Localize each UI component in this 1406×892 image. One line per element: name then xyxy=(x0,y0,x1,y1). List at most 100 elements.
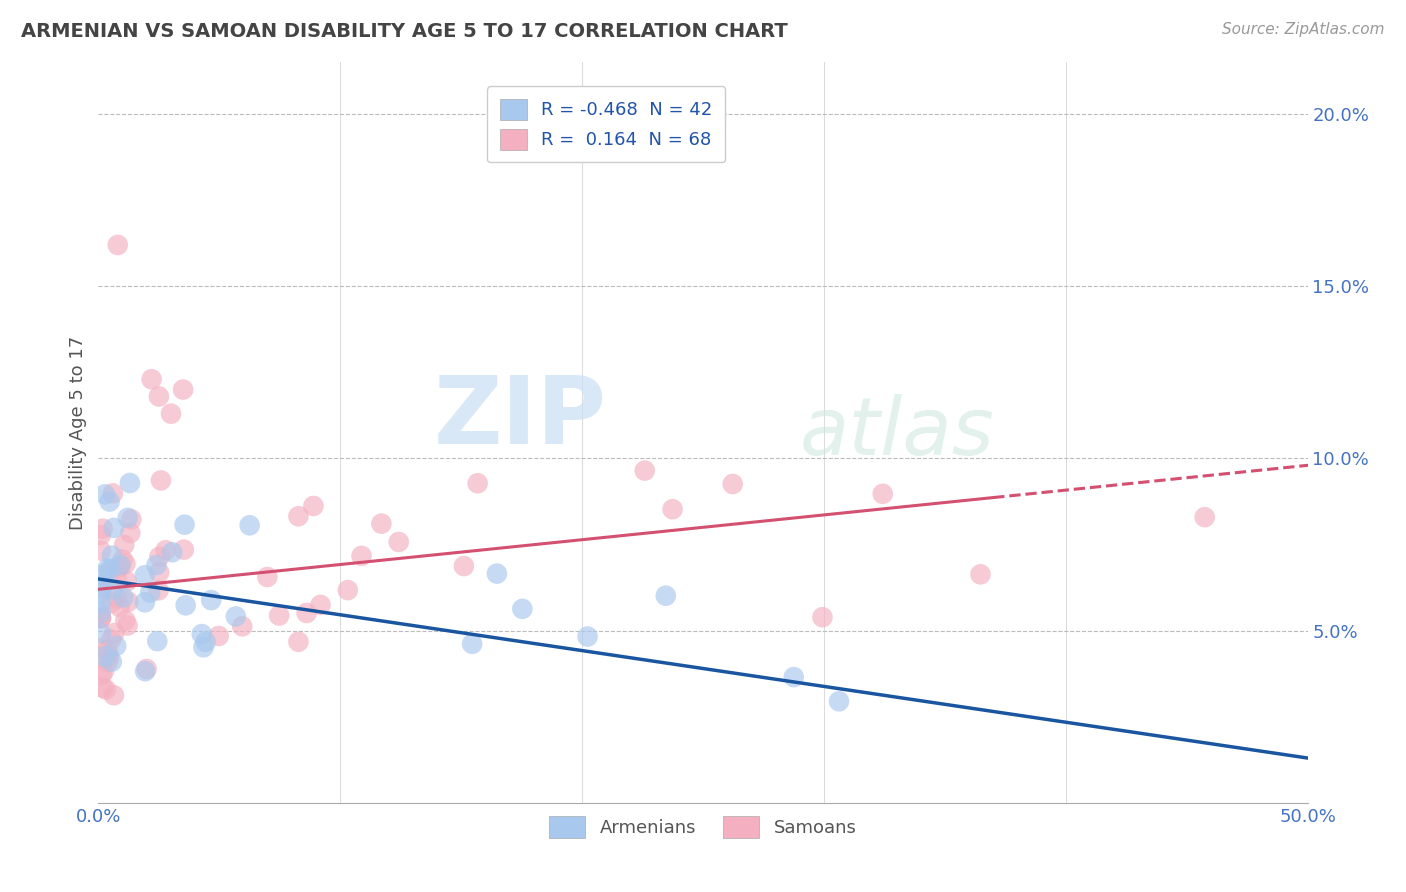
Point xyxy=(93,649,115,664)
Point xyxy=(174,599,197,613)
Point xyxy=(239,518,262,533)
Point xyxy=(117,595,139,609)
Point xyxy=(103,521,125,535)
Point xyxy=(90,611,112,625)
Point xyxy=(194,635,217,649)
Point xyxy=(467,476,489,491)
Point xyxy=(108,600,131,615)
Point xyxy=(160,407,183,421)
Point xyxy=(191,627,214,641)
Point xyxy=(256,570,278,584)
Point xyxy=(90,626,112,640)
Point xyxy=(287,634,309,648)
Point xyxy=(98,562,121,576)
Point xyxy=(872,487,894,501)
Point xyxy=(148,549,170,564)
Point xyxy=(134,595,156,609)
Point xyxy=(98,566,121,580)
Point xyxy=(105,569,128,583)
Point xyxy=(112,538,135,552)
Point xyxy=(93,665,115,679)
Point xyxy=(120,526,142,541)
Point xyxy=(370,516,392,531)
Point xyxy=(148,566,170,580)
Point xyxy=(655,589,678,603)
Point xyxy=(208,629,231,643)
Point xyxy=(269,608,291,623)
Point xyxy=(231,619,253,633)
Point xyxy=(97,649,120,664)
Point xyxy=(93,577,115,591)
Point xyxy=(135,662,157,676)
Point xyxy=(90,596,112,610)
Point xyxy=(302,499,325,513)
Point xyxy=(94,682,117,697)
Point xyxy=(118,476,141,491)
Point xyxy=(287,509,309,524)
Point xyxy=(148,389,170,403)
Point xyxy=(90,606,112,620)
Point xyxy=(721,477,744,491)
Point xyxy=(98,494,121,508)
Point xyxy=(783,670,806,684)
Point xyxy=(634,464,657,478)
Point xyxy=(173,542,195,557)
Point xyxy=(103,688,125,702)
Text: Source: ZipAtlas.com: Source: ZipAtlas.com xyxy=(1222,22,1385,37)
Point xyxy=(103,582,125,597)
Point xyxy=(576,630,599,644)
Point xyxy=(115,574,138,589)
Point xyxy=(111,552,134,566)
Point xyxy=(91,568,114,582)
Point xyxy=(155,543,177,558)
Text: atlas: atlas xyxy=(800,393,994,472)
Point xyxy=(146,634,169,648)
Point xyxy=(90,610,112,624)
Point xyxy=(90,641,112,656)
Point xyxy=(200,593,222,607)
Point xyxy=(162,545,184,559)
Point xyxy=(388,535,411,549)
Point xyxy=(114,557,136,571)
Point xyxy=(225,609,247,624)
Y-axis label: Disability Age 5 to 17: Disability Age 5 to 17 xyxy=(69,335,87,530)
Point xyxy=(173,517,195,532)
Point xyxy=(94,487,117,501)
Point xyxy=(145,558,167,573)
Point xyxy=(295,606,318,620)
Point xyxy=(90,586,112,600)
Point xyxy=(101,655,124,669)
Point xyxy=(114,614,136,628)
Point xyxy=(101,486,124,500)
Point xyxy=(90,667,112,681)
Point xyxy=(134,568,156,582)
Legend: Armenians, Samoans: Armenians, Samoans xyxy=(541,809,865,846)
Point xyxy=(120,512,142,526)
Text: ZIP: ZIP xyxy=(433,372,606,464)
Point xyxy=(105,591,128,606)
Point xyxy=(97,643,120,657)
Point xyxy=(811,610,834,624)
Point xyxy=(110,559,132,574)
Point xyxy=(139,585,162,599)
Point xyxy=(485,566,508,581)
Point xyxy=(828,694,851,708)
Point xyxy=(149,474,172,488)
Point xyxy=(91,681,114,695)
Point xyxy=(134,665,156,679)
Point xyxy=(107,238,129,252)
Point xyxy=(336,583,359,598)
Point xyxy=(193,640,215,655)
Point xyxy=(97,561,120,575)
Point xyxy=(453,559,475,574)
Point xyxy=(172,383,194,397)
Point xyxy=(350,549,373,563)
Point xyxy=(110,558,132,572)
Point xyxy=(141,372,163,386)
Point xyxy=(101,549,124,563)
Point xyxy=(90,611,112,625)
Point xyxy=(100,632,122,647)
Point xyxy=(91,522,114,536)
Point xyxy=(512,602,534,616)
Point xyxy=(100,596,122,610)
